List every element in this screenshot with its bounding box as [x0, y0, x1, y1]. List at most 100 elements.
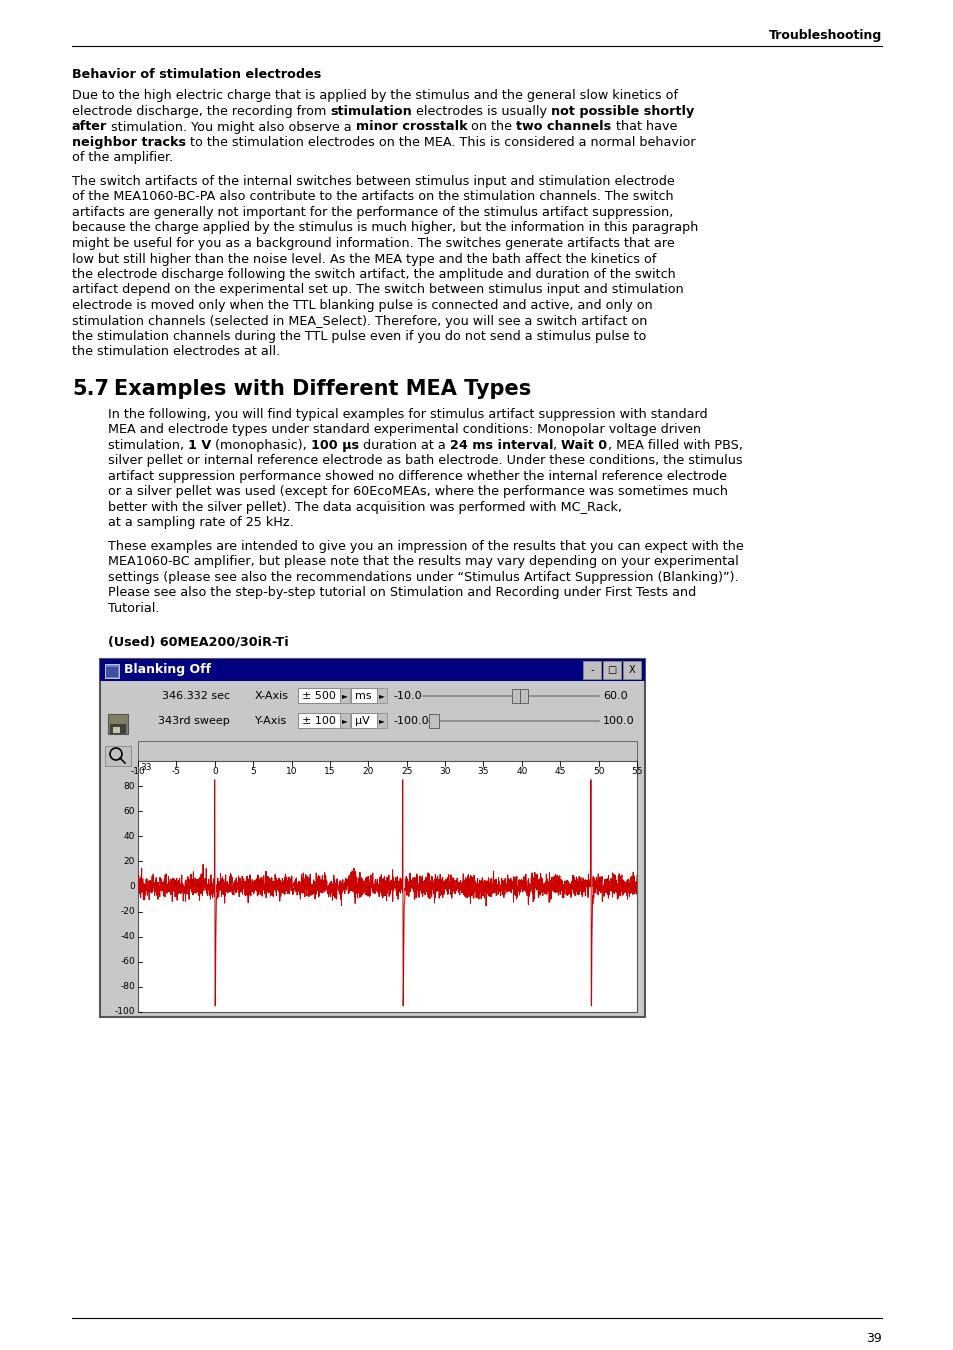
- Text: ± 500: ± 500: [302, 691, 335, 701]
- Bar: [376, 688, 387, 703]
- Text: X: X: [628, 666, 635, 675]
- Text: Troubleshooting: Troubleshooting: [768, 28, 882, 42]
- Text: neighbor tracks: neighbor tracks: [71, 136, 186, 148]
- Text: 25: 25: [400, 767, 412, 776]
- Text: might be useful for you as a background information. The switches generate artif: might be useful for you as a background …: [71, 238, 674, 250]
- Bar: [339, 714, 350, 729]
- Text: 100 μs: 100 μs: [311, 439, 358, 452]
- Text: ►: ►: [342, 691, 348, 701]
- Text: after: after: [71, 120, 107, 134]
- Text: of the amplifier.: of the amplifier.: [71, 151, 173, 165]
- Text: 0: 0: [129, 882, 135, 891]
- Bar: [100, 659, 644, 680]
- Text: □: □: [607, 666, 616, 675]
- Bar: [339, 688, 350, 703]
- Bar: [429, 714, 438, 728]
- Text: Tutorial.: Tutorial.: [108, 602, 159, 616]
- Text: artifact depend on the experimental set up. The switch between stimulus input an: artifact depend on the experimental set …: [71, 284, 683, 297]
- Text: ± 100: ± 100: [302, 716, 335, 726]
- Text: -5: -5: [172, 767, 181, 776]
- Text: stimulation. You might also observe a: stimulation. You might also observe a: [107, 120, 355, 134]
- Text: the stimulation channels during the TTL pulse even if you do not send a stimulus: the stimulation channels during the TTL …: [71, 329, 646, 343]
- Text: 5: 5: [250, 767, 255, 776]
- Text: stimulation,: stimulation,: [108, 439, 188, 452]
- Text: The switch artifacts of the internal switches between stimulus input and stimula: The switch artifacts of the internal swi…: [71, 176, 674, 188]
- Text: Wait 0: Wait 0: [561, 439, 607, 452]
- Bar: [138, 761, 637, 1012]
- Text: to the stimulation electrodes on the MEA. This is considered a normal behavior: to the stimulation electrodes on the MEA…: [186, 136, 695, 148]
- Text: of the MEA1060-BC-PA also contribute to the artifacts on the stimulation channel: of the MEA1060-BC-PA also contribute to …: [71, 190, 673, 204]
- Text: 60.0: 60.0: [602, 691, 627, 701]
- Bar: [105, 664, 119, 678]
- Text: 5.7: 5.7: [71, 379, 109, 400]
- Text: 100.0: 100.0: [602, 716, 634, 726]
- Text: ►: ►: [378, 717, 384, 725]
- Text: -60: -60: [120, 957, 135, 967]
- Text: 80: 80: [123, 782, 135, 791]
- Text: 24 ms interval: 24 ms interval: [450, 439, 553, 452]
- Text: artifact suppression performance showed no difference whether the internal refer: artifact suppression performance showed …: [108, 470, 726, 483]
- Text: Y-Axis: Y-Axis: [254, 716, 287, 726]
- Text: MEA1060-BC amplifier, but please note that the results may vary depending on you: MEA1060-BC amplifier, but please note th…: [108, 555, 738, 568]
- Text: Examples with Different MEA Types: Examples with Different MEA Types: [113, 379, 531, 400]
- Text: 30: 30: [439, 767, 451, 776]
- Text: 40: 40: [124, 832, 135, 841]
- Text: because the charge applied by the stimulus is much higher, but the information i: because the charge applied by the stimul…: [71, 221, 698, 235]
- Text: 40: 40: [516, 767, 527, 776]
- Text: -10: -10: [131, 767, 145, 776]
- Text: μV: μV: [355, 716, 370, 726]
- Text: MEA and electrode types under standard experimental conditions: Monopolar voltag: MEA and electrode types under standard e…: [108, 424, 700, 436]
- Bar: [297, 714, 339, 729]
- Text: 20: 20: [362, 767, 374, 776]
- Text: 39: 39: [865, 1332, 882, 1345]
- Text: -40: -40: [120, 933, 135, 941]
- Text: the stimulation electrodes at all.: the stimulation electrodes at all.: [71, 346, 280, 359]
- Text: -20: -20: [120, 907, 135, 917]
- Text: -80: -80: [120, 983, 135, 991]
- Text: Behavior of stimulation electrodes: Behavior of stimulation electrodes: [71, 68, 321, 81]
- Text: duration at a: duration at a: [358, 439, 450, 452]
- Text: -100.0: -100.0: [393, 716, 428, 726]
- Text: on the: on the: [467, 120, 516, 134]
- Text: low but still higher than the noise level. As the MEA type and the bath affect t: low but still higher than the noise leve…: [71, 252, 656, 266]
- Bar: [108, 714, 128, 734]
- Text: that have: that have: [611, 120, 677, 134]
- Bar: [105, 747, 131, 765]
- Text: 35: 35: [477, 767, 489, 776]
- Text: Please see also the step-by-step tutorial on Stimulation and Recording under Fir: Please see also the step-by-step tutoria…: [108, 586, 696, 599]
- Text: settings (please see also the recommendations under “Stimulus Artifact Suppressi: settings (please see also the recommenda…: [108, 571, 738, 585]
- Text: These examples are intended to give you an impression of the results that you ca: These examples are intended to give you …: [108, 540, 743, 553]
- Text: or a silver pellet was used (except for 60EcoMEAs, where the performance was som: or a silver pellet was used (except for …: [108, 486, 727, 498]
- Bar: [100, 659, 644, 1017]
- Text: electrodes is usually: electrodes is usually: [412, 105, 551, 117]
- Text: 343rd sweep: 343rd sweep: [158, 716, 230, 726]
- Text: stimulation: stimulation: [330, 105, 412, 117]
- Text: the electrode discharge following the switch artifact, the amplitude and duratio: the electrode discharge following the sw…: [71, 269, 675, 281]
- Bar: [519, 688, 527, 703]
- Bar: [112, 728, 120, 733]
- Text: (Used) 60MEA200/30iR-Ti: (Used) 60MEA200/30iR-Ti: [108, 636, 289, 648]
- Bar: [582, 662, 600, 679]
- Text: , MEA filled with PBS,: , MEA filled with PBS,: [607, 439, 741, 452]
- Text: -: -: [590, 666, 593, 675]
- Text: 33: 33: [140, 763, 152, 772]
- Text: -100: -100: [114, 1007, 135, 1017]
- Bar: [602, 662, 620, 679]
- Text: two channels: two channels: [516, 120, 611, 134]
- Bar: [511, 688, 519, 703]
- Text: better with the silver pellet). The data acquisition was performed with MC_Rack,: better with the silver pellet). The data…: [108, 501, 621, 514]
- Bar: [110, 716, 126, 724]
- Bar: [106, 667, 118, 676]
- Text: 50: 50: [592, 767, 604, 776]
- Bar: [351, 714, 376, 729]
- Text: 0: 0: [212, 767, 217, 776]
- Text: Due to the high electric charge that is applied by the stimulus and the general : Due to the high electric charge that is …: [71, 89, 678, 103]
- Text: 60: 60: [123, 807, 135, 815]
- Text: 15: 15: [324, 767, 335, 776]
- Text: electrode discharge, the recording from: electrode discharge, the recording from: [71, 105, 330, 117]
- Text: ►: ►: [342, 717, 348, 725]
- Bar: [376, 714, 387, 729]
- Text: In the following, you will find typical examples for stimulus artifact suppressi: In the following, you will find typical …: [108, 408, 707, 421]
- Bar: [297, 688, 339, 703]
- Text: artifacts are generally not important for the performance of the stimulus artifa: artifacts are generally not important fo…: [71, 207, 673, 219]
